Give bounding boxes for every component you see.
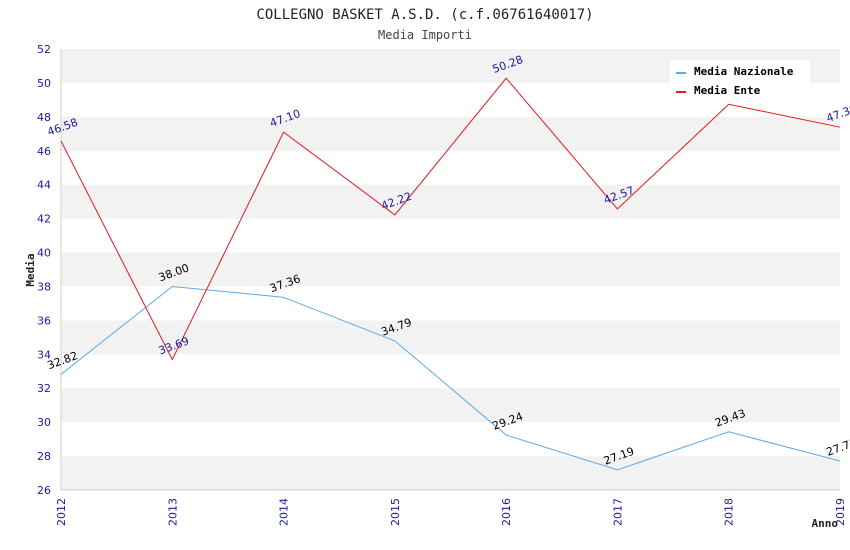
y-tick-label: 48 xyxy=(37,111,51,124)
legend: Media Nazionale Media Ente xyxy=(670,60,810,102)
y-tick-label: 34 xyxy=(37,348,51,361)
x-tick-label: 2016 xyxy=(500,498,513,526)
x-tick-label: 2013 xyxy=(166,498,179,526)
y-tick-label: 46 xyxy=(37,145,51,158)
y-tick-label: 26 xyxy=(37,484,51,497)
x-tick-label: 2012 xyxy=(55,498,68,526)
x-axis-label: Anno xyxy=(812,517,839,530)
x-axis-ticks: 2012 2013 2014 2015 2016 2017 2018 2019 xyxy=(55,498,847,526)
y-tick-label: 42 xyxy=(37,213,51,226)
grid-band xyxy=(61,456,840,490)
x-tick-label: 2014 xyxy=(278,498,291,526)
y-axis-label: Media xyxy=(24,253,37,286)
y-tick-label: 44 xyxy=(37,179,51,192)
grid-band xyxy=(61,422,840,457)
grid-band xyxy=(61,116,840,151)
grid-band xyxy=(61,354,840,389)
grid-band xyxy=(61,320,840,355)
y-tick-label: 38 xyxy=(37,280,51,293)
grid-band xyxy=(61,252,840,287)
y-axis-ticks: 26 28 30 32 34 36 38 40 42 44 46 48 50 52 xyxy=(37,43,51,497)
y-tick-label: 28 xyxy=(37,450,51,463)
x-tick-label: 2017 xyxy=(611,498,624,526)
legend-label-media-nazionale: Media Nazionale xyxy=(694,65,794,78)
grid-band xyxy=(61,286,840,321)
chart-title: COLLEGNO BASKET A.S.D. (c.f.06761640017) xyxy=(256,7,593,23)
series-line-media-ente xyxy=(60,77,841,361)
grid-band xyxy=(61,184,840,219)
x-tick-label: 2019 xyxy=(834,498,847,526)
chart-subtitle: Media Importi xyxy=(378,28,472,42)
y-tick-label: 36 xyxy=(37,314,51,327)
grid-band xyxy=(61,218,840,253)
legend-label-media-ente: Media Ente xyxy=(694,84,761,97)
y-tick-label: 30 xyxy=(37,416,51,429)
x-tick-label: 2018 xyxy=(723,498,736,526)
grid-band xyxy=(61,388,840,423)
x-tick-label: 2015 xyxy=(389,498,402,526)
y-tick-label: 52 xyxy=(37,43,51,56)
y-tick-label: 32 xyxy=(37,382,51,395)
y-tick-label: 40 xyxy=(37,247,51,260)
y-tick-label: 50 xyxy=(37,77,51,90)
grid-band xyxy=(61,150,840,185)
legend-background xyxy=(670,60,810,102)
series-line-media-nazionale xyxy=(60,285,841,471)
